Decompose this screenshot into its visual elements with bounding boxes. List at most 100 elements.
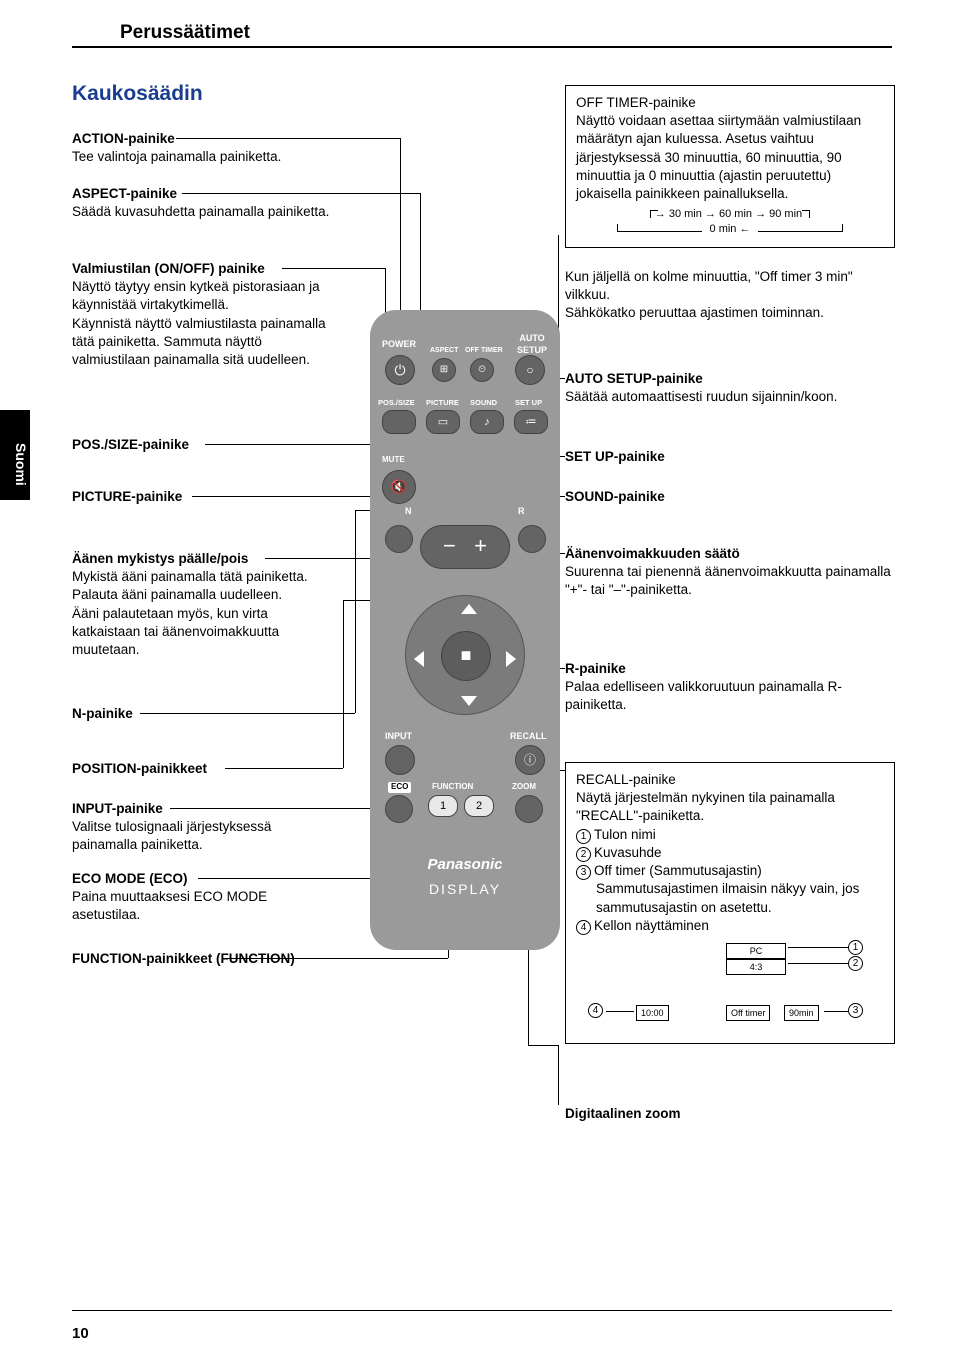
volume-body: Suurenna tai pienennä äänenvoimakkuutta … xyxy=(565,563,895,599)
standby-body: Näyttö täytyy ensin kytkeä pistorasiaan … xyxy=(72,278,332,369)
leader xyxy=(343,600,344,768)
aspect-label-remote: ASPECT xyxy=(430,346,458,355)
eco-label-remote: ECO xyxy=(388,782,411,793)
r-button[interactable] xyxy=(518,525,546,553)
offtimer-label-remote: OFF TIMER xyxy=(465,346,503,355)
r-label-remote: R xyxy=(518,505,525,517)
status-pc: PC xyxy=(726,943,786,959)
seq-60: 60 min xyxy=(719,208,752,220)
zoom-button[interactable] xyxy=(515,795,543,823)
sound-label: SOUND-painike xyxy=(565,488,895,506)
function-label-remote: FUNCTION xyxy=(432,782,473,793)
setup-label: SET UP-painike xyxy=(565,448,895,466)
section-title: Kaukosäädin xyxy=(72,80,203,108)
dpad-ok-button[interactable]: ■ xyxy=(441,631,491,681)
picture-button[interactable]: ▭ xyxy=(426,410,460,434)
standby-title: Valmiustilan (ON/OFF) painike xyxy=(72,260,332,278)
autosetup-label: AUTO SETUP-painike Säätää automaattisest… xyxy=(565,370,895,406)
leader xyxy=(140,713,355,714)
picture-label: PICTURE-painike xyxy=(72,488,332,506)
offtimer-after: Kun jäljellä on kolme minuuttia, "Off ti… xyxy=(565,268,895,323)
leader xyxy=(170,808,385,809)
action-label: ACTION-painike Tee valintoja painamalla … xyxy=(72,130,332,166)
function-1-button[interactable]: 1 xyxy=(428,795,458,817)
mute-label-remote: MUTE xyxy=(382,455,405,466)
eco-body: Paina muuttaaksesi ECO MODE asetustilaa. xyxy=(72,888,332,924)
recall-label-remote: RECALL xyxy=(510,730,547,742)
recall-item-1: 1Tulon nimi xyxy=(576,826,884,844)
leader xyxy=(558,1045,559,1105)
volume-title: Äänenvoimakkuuden säätö xyxy=(565,545,895,563)
r-label: R-painike Palaa edelliseen valikkoruutuu… xyxy=(565,660,895,715)
action-title: ACTION-painike xyxy=(72,130,332,148)
picture-label-remote: PICTURE xyxy=(426,398,459,408)
dpad-up-icon xyxy=(461,604,477,614)
offtimer-title: OFF TIMER-painike xyxy=(576,94,884,112)
volume-rocker[interactable]: − + xyxy=(420,525,510,569)
recall-item-3-sub: Sammutusajastimen ilmaisin näkyy vain, j… xyxy=(576,880,884,916)
n-button[interactable] xyxy=(385,525,413,553)
status-marker-2: 2 xyxy=(848,956,863,971)
recall-button[interactable]: ⓘ xyxy=(515,745,545,775)
eco-title: ECO MODE (ECO) xyxy=(72,870,332,888)
title-underline xyxy=(72,46,892,48)
volume-label: Äänenvoimakkuuden säätö Suurenna tai pie… xyxy=(565,545,895,600)
aspect-button[interactable]: ⊞ xyxy=(432,358,456,382)
standby-label: Valmiustilan (ON/OFF) painike Näyttö täy… xyxy=(72,260,332,369)
function-label: FUNCTION-painikkeet (FUNCTION) xyxy=(72,950,332,968)
input-title: INPUT-painike xyxy=(72,800,332,818)
possize-title: POS./SIZE-painike xyxy=(72,436,332,454)
setup-button[interactable]: ≔ xyxy=(514,410,548,434)
autosetup-label: AUTO SETUP xyxy=(512,332,552,356)
autosetup-body: Säätää automaattisesti ruudun sijainnin/… xyxy=(565,388,895,406)
status-marker-1: 1 xyxy=(848,940,863,955)
status-marker-4: 4 xyxy=(588,1003,603,1018)
eco-button[interactable] xyxy=(385,795,413,823)
page-title: Perussäätimet xyxy=(120,20,250,46)
r-body: Palaa edelliseen valikkoruutuun painamal… xyxy=(565,678,895,714)
input-button[interactable] xyxy=(385,745,415,775)
function-2-button[interactable]: 2 xyxy=(464,795,494,817)
sound-button[interactable]: ♪ xyxy=(470,410,504,434)
dpad-down-icon xyxy=(461,696,477,706)
r-title: R-painike xyxy=(565,660,895,678)
autosetup-button[interactable]: ○ xyxy=(515,355,545,385)
recall-item-4: 4Kellon näyttäminen xyxy=(576,917,884,935)
leader xyxy=(198,878,398,879)
mute-button[interactable]: 🔇 xyxy=(382,470,416,504)
dpad-ring[interactable]: ■ xyxy=(405,595,525,715)
leader xyxy=(205,444,390,445)
n-label: N-painike xyxy=(72,705,332,723)
status-diagram: PC 4:3 1 2 10:00 4 Off timer 90min 3 xyxy=(576,943,876,1033)
aspect-label: ASPECT-painike Säädä kuvasuhdetta painam… xyxy=(72,185,332,221)
leader xyxy=(182,193,420,194)
offtimer-button[interactable]: ⏲ xyxy=(470,358,494,382)
position-label: POSITION-painikkeet xyxy=(72,760,332,778)
recall-box: RECALL-painike Näytä järjestelmän nykyin… xyxy=(565,762,895,1044)
leader xyxy=(176,138,400,139)
digizoom-label: Digitaalinen zoom xyxy=(565,1105,895,1123)
language-tab: Suomi xyxy=(0,410,30,500)
power-button[interactable]: ⏻ xyxy=(385,355,415,385)
digizoom-title: Digitaalinen zoom xyxy=(565,1105,895,1123)
vol-plus-icon: + xyxy=(474,533,487,558)
page-number: 10 xyxy=(72,1324,89,1344)
possize-button[interactable] xyxy=(382,410,416,434)
action-body: Tee valintoja painamalla painiketta. xyxy=(72,148,332,166)
display-label: DISPLAY xyxy=(370,880,560,899)
input-label-remote: INPUT xyxy=(385,730,412,742)
remote-control: POWER AUTO SETUP ASPECT OFF TIMER ⏻ ⊞ ⏲ … xyxy=(370,310,560,950)
brand-label: Panasonic xyxy=(370,855,560,875)
position-title: POSITION-painikkeet xyxy=(72,760,332,778)
aspect-title: ASPECT-painike xyxy=(72,185,332,203)
n-title: N-painike xyxy=(72,705,332,723)
leader xyxy=(282,268,385,269)
possize-label-remote: POS./SIZE xyxy=(378,398,415,408)
seq-30: 30 min xyxy=(669,208,702,220)
zoom-label-remote: ZOOM xyxy=(512,782,536,793)
picture-title: PICTURE-painike xyxy=(72,488,332,506)
offtimer-body: Näyttö voidaan asettaa siirtymään valmiu… xyxy=(576,112,884,203)
status-time: 10:00 xyxy=(636,1005,669,1021)
setup-title: SET UP-painike xyxy=(565,448,895,466)
leader xyxy=(528,1045,558,1046)
